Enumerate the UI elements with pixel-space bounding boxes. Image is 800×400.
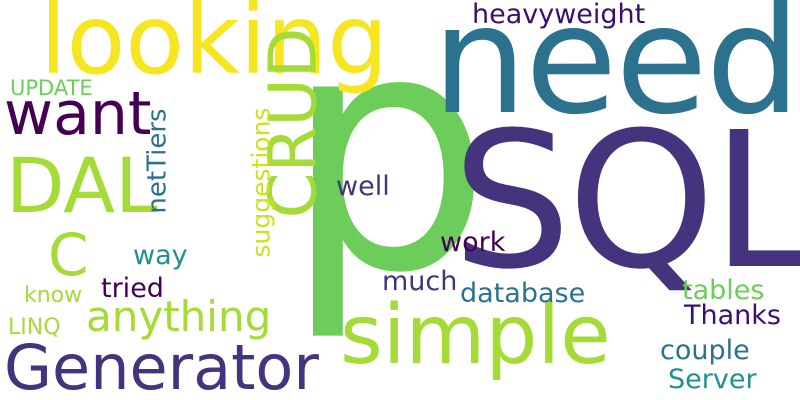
- word-need: need: [432, 0, 800, 148]
- word-heavyweight: heavyweight: [472, 0, 646, 30]
- word-nettiers: netTiers: [142, 108, 173, 214]
- word-tried: tried: [101, 273, 164, 304]
- word-update: UPDATE: [10, 76, 93, 100]
- word-sql: SQL: [452, 92, 800, 311]
- word-anything: anything: [86, 292, 272, 341]
- word-much: much: [382, 266, 458, 297]
- word-work: work: [440, 227, 506, 258]
- word-couple: couple: [660, 335, 750, 366]
- word-know: know: [24, 283, 83, 308]
- word-dal: DAL: [6, 141, 158, 230]
- word-simple: simple: [340, 288, 611, 383]
- word-server: Server: [668, 364, 757, 395]
- word-tables: tables: [682, 275, 765, 306]
- word-looking: looking: [40, 0, 389, 96]
- word-p: p: [283, 0, 493, 345]
- word-suggestions: suggestions: [246, 107, 276, 258]
- word-linq: LINQ: [8, 315, 61, 340]
- word-generator: Generator: [4, 331, 319, 400]
- word-c: C: [48, 221, 89, 289]
- word-thanks: Thanks: [684, 300, 781, 331]
- word-way: way: [133, 240, 188, 271]
- word-database: database: [460, 278, 586, 309]
- word-want: want: [4, 79, 152, 149]
- word-well: well: [336, 171, 390, 202]
